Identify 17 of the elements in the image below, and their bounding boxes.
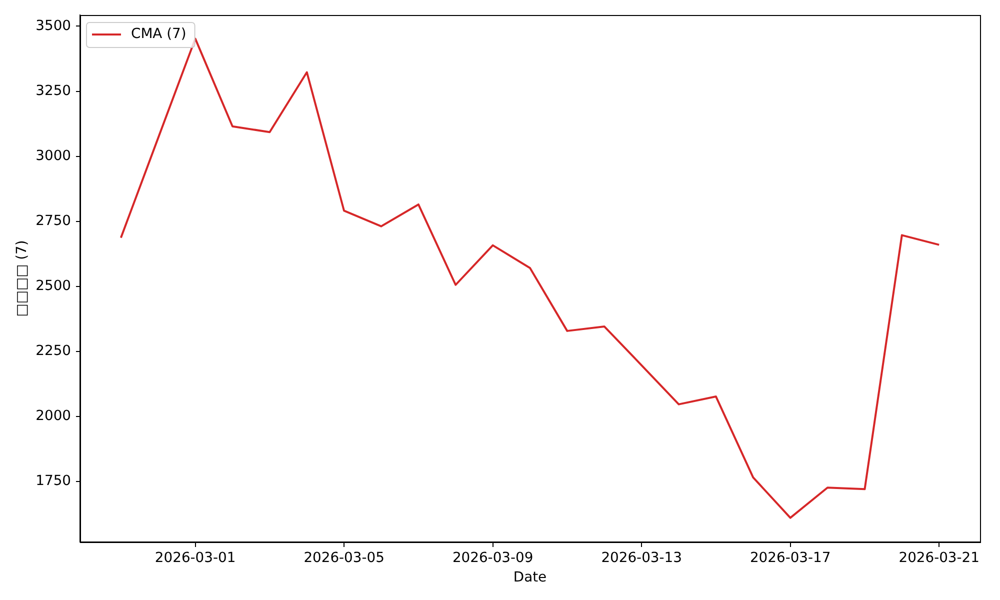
y-tick-label: 3500: [36, 18, 71, 34]
x-tick-label: 2026-03-17: [750, 550, 831, 566]
legend-label: CMA (7): [131, 26, 186, 42]
x-tick-label: 2026-03-05: [304, 550, 384, 566]
x-tick-label: 2026-03-01: [154, 550, 236, 566]
y-tick-label: 2750: [36, 212, 71, 229]
y-tick-label: 2500: [36, 278, 71, 294]
y-tick-label: 3250: [36, 82, 71, 99]
y-tick-label: 3000: [36, 148, 71, 164]
y-tick-label: 2250: [36, 343, 71, 360]
x-tick-label: 2026-03-09: [452, 550, 534, 566]
y-axis-title: □□□□ (7): [14, 240, 30, 317]
y-tick-label: 1750: [36, 473, 71, 490]
x-axis-title: Date: [513, 569, 547, 586]
x-tick-label: 2026-03-13: [601, 550, 682, 566]
x-tick-label: 2026-03-21: [898, 550, 980, 566]
y-tick-label: 2000: [36, 408, 71, 424]
